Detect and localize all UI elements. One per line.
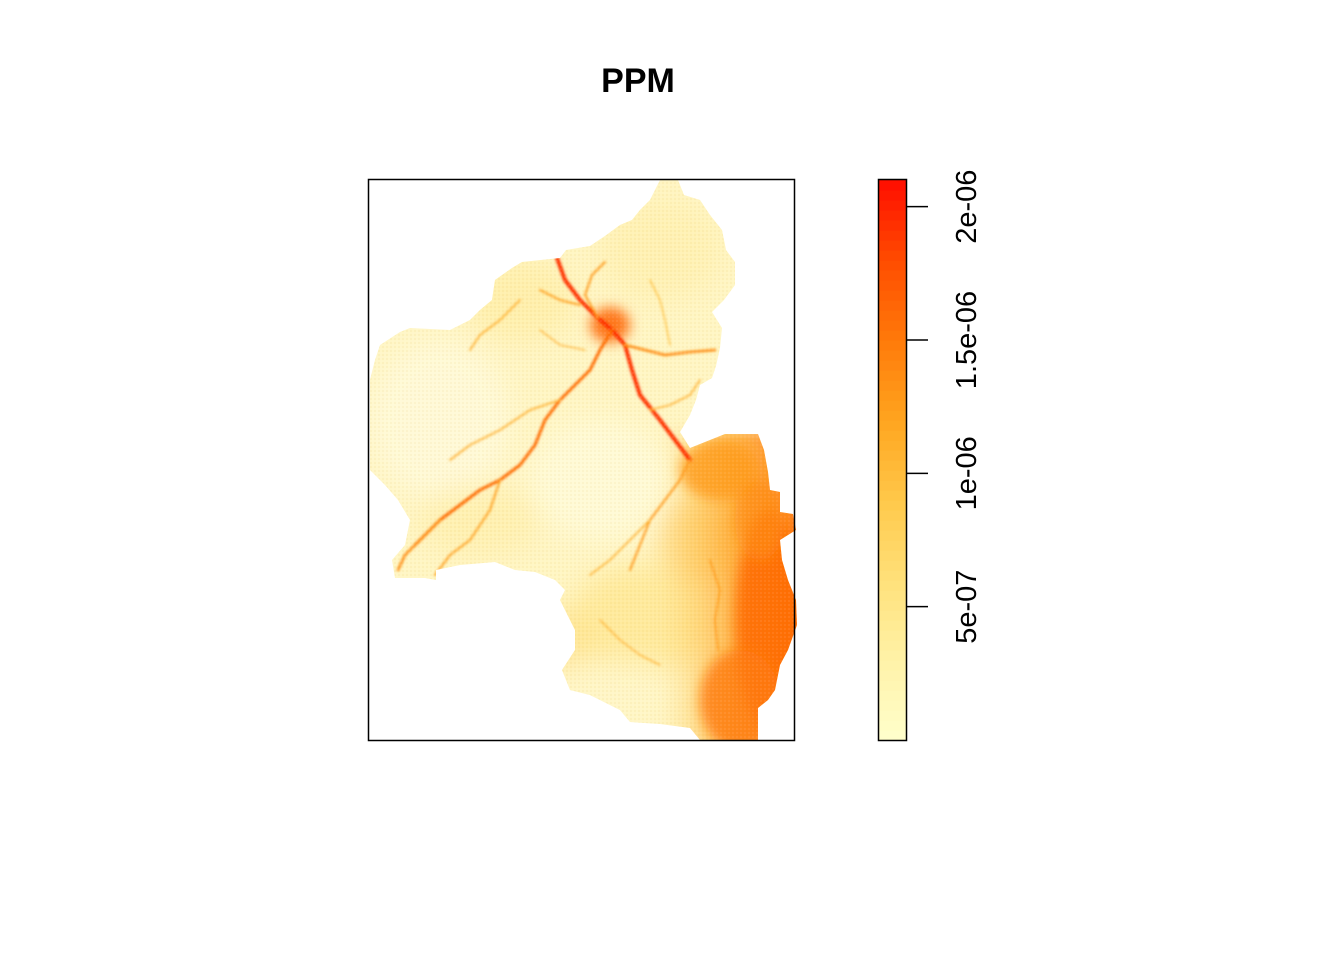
colorbar-legend: 5e-07 1e-06 1.5e-06 2e-06 bbox=[877, 170, 983, 742]
colorbar-band bbox=[879, 700, 906, 711]
colorbar-band bbox=[879, 660, 906, 671]
colorbar-band bbox=[879, 550, 906, 561]
colorbar-band bbox=[879, 270, 906, 281]
colorbar-band bbox=[879, 360, 906, 371]
colorbar-band bbox=[879, 240, 906, 251]
colorbar-band bbox=[879, 480, 906, 491]
colorbar-band bbox=[879, 710, 906, 721]
colorbar-band bbox=[879, 590, 906, 601]
colorbar-band bbox=[879, 400, 906, 411]
colorbar-band bbox=[879, 540, 906, 551]
colorbar-band bbox=[879, 570, 906, 581]
chart-title: PPM bbox=[601, 62, 675, 100]
colorbar-band bbox=[879, 490, 906, 501]
colorbar-band bbox=[879, 310, 906, 321]
colorbar-band bbox=[879, 640, 906, 651]
colorbar-band bbox=[879, 370, 906, 381]
colorbar-band bbox=[879, 300, 906, 311]
colorbar-band bbox=[879, 330, 906, 341]
colorbar-band bbox=[879, 520, 906, 531]
colorbar-band bbox=[879, 420, 906, 431]
colorbar-band bbox=[879, 610, 906, 621]
colorbar-band bbox=[879, 460, 906, 471]
colorbar-band bbox=[879, 650, 906, 661]
colorbar-band bbox=[879, 530, 906, 541]
colorbar-band bbox=[879, 690, 906, 701]
colorbar-band bbox=[879, 260, 906, 271]
colorbar-band bbox=[879, 680, 906, 691]
raster-region bbox=[370, 180, 797, 740]
colorbar-band bbox=[879, 500, 906, 511]
colorbar-band bbox=[879, 290, 906, 301]
colorbar-band bbox=[879, 380, 906, 391]
colorbar-tick-label: 2e-06 bbox=[951, 170, 983, 244]
colorbar-band bbox=[879, 250, 906, 261]
colorbar-band bbox=[879, 410, 906, 421]
colorbar-band bbox=[879, 190, 906, 201]
colorbar-band bbox=[879, 430, 906, 441]
colorbar-bands bbox=[879, 180, 906, 741]
colorbar-ticks: 5e-07 1e-06 1.5e-06 2e-06 bbox=[906, 170, 983, 644]
map-frame bbox=[367, 178, 796, 742]
colorbar-band bbox=[879, 390, 906, 401]
colorbar-band bbox=[879, 220, 906, 231]
colorbar-band bbox=[879, 720, 906, 731]
colorbar-band bbox=[879, 510, 906, 521]
colorbar-band bbox=[879, 210, 906, 221]
colorbar-frame bbox=[877, 178, 908, 742]
colorbar-tick-label: 1e-06 bbox=[951, 436, 983, 510]
colorbar-band bbox=[879, 470, 906, 481]
colorbar-band bbox=[879, 440, 906, 451]
colorbar-band bbox=[879, 340, 906, 351]
colorbar-band bbox=[879, 230, 906, 241]
colorbar-band bbox=[879, 450, 906, 461]
colorbar-tick-label: 5e-07 bbox=[951, 570, 983, 644]
colorbar-band bbox=[879, 730, 906, 741]
map-panel bbox=[367, 178, 797, 742]
colorbar-band bbox=[879, 600, 906, 611]
colorbar-band bbox=[879, 280, 906, 291]
colorbar-band bbox=[879, 670, 906, 681]
colorbar-band bbox=[879, 350, 906, 361]
colorbar-band bbox=[879, 320, 906, 331]
colorbar-tick-label: 1.5e-06 bbox=[951, 291, 983, 389]
colorbar-band bbox=[879, 180, 906, 191]
colorbar-band bbox=[879, 200, 906, 211]
colorbar-band bbox=[879, 560, 906, 571]
colorbar-band bbox=[879, 630, 906, 641]
colorbar-band bbox=[879, 580, 906, 591]
colorbar-band bbox=[879, 620, 906, 631]
